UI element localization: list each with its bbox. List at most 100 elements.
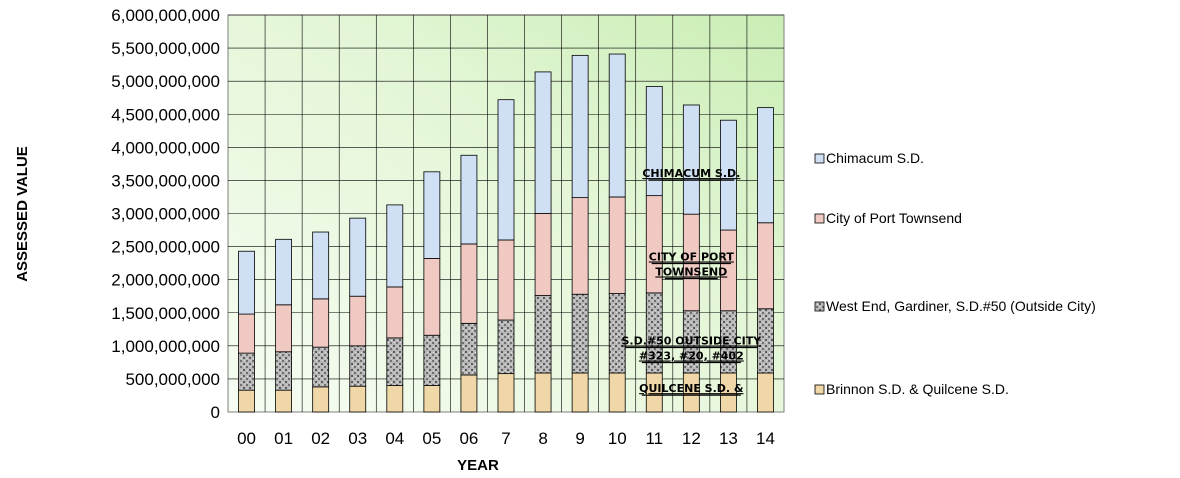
x-tick-label: 10 [608, 429, 627, 448]
legend-swatch [814, 301, 825, 312]
bar-segment-14-2 [757, 222, 774, 310]
x-tick-label: 04 [385, 429, 404, 448]
bar-segment-03-0 [349, 385, 367, 413]
legend-swatch [814, 153, 825, 164]
legend-label: Chimacum S.D. [826, 150, 924, 166]
bar-segment-8-1 [534, 295, 552, 374]
bar-segment-03-2 [349, 295, 367, 347]
bar-segment-9-0 [571, 372, 589, 413]
bar-segment-03-3 [349, 217, 367, 297]
bar-segment-7-2 [497, 239, 515, 321]
x-tick-label: 8 [538, 429, 547, 448]
bar-segment-8-2 [534, 213, 552, 296]
legend-swatch [814, 213, 825, 224]
legend-swatch [814, 384, 825, 395]
bar-segment-06-1 [460, 322, 478, 376]
y-tick-label: 1,000,000,000 [111, 337, 220, 356]
bar-segment-10-1 [608, 293, 626, 374]
bar-segment-7-1 [497, 319, 515, 375]
bar-segment-06-2 [460, 243, 478, 324]
bar-segment-05-0 [423, 385, 441, 413]
y-tick-label: 5,000,000,000 [111, 72, 220, 91]
bar-segment-9-1 [571, 293, 589, 374]
bar-segment-9-3 [571, 54, 589, 199]
x-tick-label: 11 [645, 429, 663, 448]
y-tick-label: 3,500,000,000 [111, 171, 220, 190]
y-tick-label: 5,500,000,000 [111, 39, 220, 58]
legend-label: City of Port Townsend [826, 210, 962, 226]
bar-segment-13-3 [720, 119, 737, 231]
bar-segment-04-0 [386, 385, 404, 413]
annotation-label: CITY OF PORT [649, 250, 735, 263]
x-axis-title: YEAR [457, 457, 499, 474]
x-tick-label: 7 [501, 429, 510, 448]
x-tick-label: 14 [756, 429, 775, 448]
bar-segment-7-0 [497, 373, 515, 413]
bar-segment-11-3 [645, 86, 663, 197]
bar-segment-10-0 [608, 372, 626, 413]
x-tick-label: 13 [719, 429, 738, 448]
bar-segment-9-2 [571, 197, 589, 295]
y-axis-title: ASSESSED VALUE [14, 146, 31, 282]
y-tick-label: 6,000,000,000 [111, 6, 220, 25]
y-tick-label: 3,000,000,000 [111, 205, 220, 224]
bar-segment-10-2 [608, 196, 626, 294]
legend: Chimacum S.D. City of Port Townsend West E… [814, 150, 1096, 397]
annotation-label: TOWNSEND [655, 265, 727, 278]
x-tick-label: 00 [237, 429, 256, 448]
x-tick-label: 03 [348, 429, 367, 448]
y-tick-label: 4,000,000,000 [111, 138, 220, 157]
annotations: CHIMACUM S.D. CITY OF PORT TOWNSEND S.D.#50… [621, 167, 762, 396]
annotation-label: #323, #20, #402 [639, 350, 744, 363]
bar-segment-02-1 [312, 346, 330, 388]
annotation-label: CHIMACUM S.D. [642, 167, 740, 180]
bar-segment-14-3 [757, 107, 774, 224]
bar-segment-01-1 [275, 351, 293, 391]
x-tick-label: 06 [459, 429, 478, 448]
bar-segment-00-3 [238, 250, 255, 315]
y-tick-label: 2,500,000,000 [111, 238, 220, 257]
bar-segment-04-1 [386, 337, 404, 386]
bar-segment-00-0 [238, 389, 255, 413]
bar-segment-03-1 [349, 345, 367, 387]
legend-label: Brinnon S.D. & Quilcene S.D. [826, 381, 1009, 397]
bar-segment-02-3 [312, 231, 330, 300]
annotation-label: S.D.#50 OUTSIDE CITY [621, 335, 762, 348]
y-tick-label: 2,000,000,000 [111, 271, 220, 290]
bar-segment-12-3 [682, 104, 700, 215]
x-tick-label: 12 [682, 429, 701, 448]
bar-stacks [238, 53, 774, 413]
bar-segment-14-0 [757, 372, 774, 413]
legend-label: West End, Gardiner, S.D.#50 (Outside Cit… [826, 298, 1096, 314]
bar-segment-8-3 [534, 71, 552, 214]
bar-segment-04-3 [386, 204, 404, 288]
x-tick-label: 02 [311, 429, 330, 448]
y-tick-label: 1,500,000,000 [111, 304, 220, 323]
annotation-label: QUILCENE S.D. & [639, 382, 744, 395]
y-tick-label: 4,500,000,000 [111, 105, 220, 124]
x-tick-label: 01 [274, 429, 293, 448]
bar-segment-05-3 [423, 171, 441, 259]
bar-segment-05-1 [423, 334, 441, 386]
bar-segment-8-0 [534, 372, 552, 413]
bar-segment-01-0 [275, 389, 293, 413]
bar-segment-06-0 [460, 374, 478, 413]
bar-segment-7-3 [497, 99, 515, 241]
x-tick-label: 05 [422, 429, 441, 448]
bar-segment-00-2 [238, 313, 255, 354]
bar-segment-05-2 [423, 258, 441, 336]
bar-segment-04-2 [386, 286, 404, 339]
bar-segment-02-2 [312, 298, 330, 348]
bar-segment-02-0 [312, 386, 330, 413]
bar-segment-01-2 [275, 304, 293, 353]
y-tick-labels: 0 500,000,000 1,000,000,000 1,500,000,000 2,… [111, 6, 220, 422]
bar-segment-00-1 [238, 352, 255, 391]
bar-segment-10-3 [608, 53, 626, 198]
y-tick-label: 500,000,000 [125, 370, 220, 389]
x-tick-label: 9 [575, 429, 584, 448]
bar-segment-01-3 [275, 238, 293, 306]
y-tick-label: 0 [211, 403, 220, 422]
x-tick-labels: 00 01 02 03 04 05 06 7 8 9 10 11 12 13 14 [237, 429, 775, 448]
bar-segment-06-3 [460, 154, 478, 245]
